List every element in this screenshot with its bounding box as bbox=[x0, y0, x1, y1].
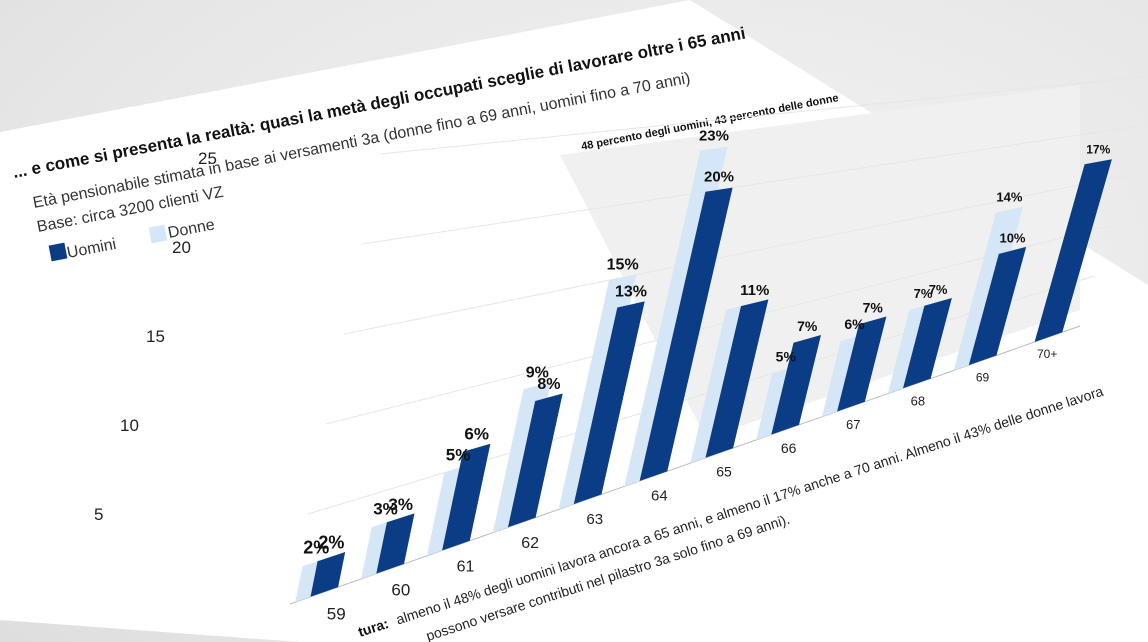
label-donne-68: 7% bbox=[914, 286, 933, 301]
x-tick-65: 65 bbox=[716, 464, 732, 480]
y-tick-15: 15 bbox=[146, 327, 165, 346]
x-tick-69: 69 bbox=[976, 371, 990, 385]
x-tick-67: 67 bbox=[846, 417, 860, 432]
label-donne-62: 9% bbox=[526, 365, 549, 382]
x-tick-61: 61 bbox=[457, 559, 475, 576]
y-tick-20: 20 bbox=[172, 238, 191, 257]
x-tick-60: 60 bbox=[391, 580, 410, 599]
label-uomini-63: 13% bbox=[615, 283, 647, 300]
label-donne-69: 14% bbox=[996, 190, 1022, 205]
y-tick-25: 25 bbox=[198, 149, 217, 168]
gridline-5 bbox=[307, 275, 1095, 515]
data-labels: 2%2%3%3%5%6%9%8%15%13%23%20%11%5%7% 6%7%7… bbox=[303, 128, 1110, 558]
bar-uomini-69 bbox=[968, 246, 1027, 366]
x-tick-59: 59 bbox=[327, 604, 346, 623]
bar-uomini-70+ bbox=[1034, 159, 1112, 342]
label-uomini-67: 7% bbox=[863, 299, 884, 315]
bar-donne-69 bbox=[953, 206, 1024, 371]
bar-uomini-64 bbox=[639, 187, 733, 481]
bar-uomini-63 bbox=[573, 301, 645, 505]
x-tick-66: 66 bbox=[781, 440, 797, 456]
label-uomini-69: 10% bbox=[999, 230, 1025, 245]
label-donne-61: 5% bbox=[446, 446, 471, 465]
bars bbox=[295, 146, 1112, 603]
y-axis: 5 10 15 20 25 bbox=[94, 149, 217, 524]
x-axis-line bbox=[289, 325, 1081, 605]
label-donne-59: 2% bbox=[303, 538, 329, 558]
gridline-25 bbox=[379, 75, 1148, 155]
label-uomini-64: 20% bbox=[704, 169, 734, 186]
bar-uomini-68 bbox=[903, 298, 952, 389]
label-uomini-66: 7% bbox=[797, 318, 818, 334]
label-donne-66: 5% bbox=[776, 348, 797, 364]
legend-swatch-donne bbox=[148, 224, 168, 244]
bar-uomini-61 bbox=[442, 443, 491, 551]
x-tick-70+: 70+ bbox=[1037, 347, 1057, 361]
x-tick-68: 68 bbox=[911, 393, 925, 408]
label-uomini-65: 11% bbox=[740, 282, 769, 299]
label-uomini-62: 8% bbox=[537, 376, 560, 393]
label-uomini-61: 6% bbox=[464, 425, 489, 444]
bar-uomini-66 bbox=[771, 335, 821, 435]
label-uomini-60: 3% bbox=[388, 495, 413, 514]
gridline-20 bbox=[361, 125, 1139, 245]
legend-swatch-uomini bbox=[48, 242, 68, 262]
grid-lines bbox=[289, 75, 1148, 605]
label-uomini-68: 7% bbox=[929, 282, 948, 297]
x-tick-63: 63 bbox=[586, 511, 603, 528]
label-uomini-70+: 17% bbox=[1086, 143, 1110, 157]
bar-uomini-60 bbox=[376, 513, 415, 574]
x-tick-64: 64 bbox=[651, 487, 668, 504]
label-uomini-59: 2% bbox=[318, 533, 344, 553]
label-donne-60: 3% bbox=[373, 500, 398, 519]
label-donne-64: 23% bbox=[699, 128, 729, 145]
x-tick-62: 62 bbox=[521, 535, 539, 552]
gridline-15 bbox=[343, 175, 1124, 335]
gridline-10 bbox=[325, 225, 1110, 425]
y-tick-10: 10 bbox=[120, 416, 139, 435]
y-tick-5: 5 bbox=[94, 505, 103, 524]
bar-uomini-59 bbox=[310, 552, 346, 597]
label-donne-63: 15% bbox=[607, 257, 639, 274]
label-donne-67: 6% bbox=[844, 316, 865, 332]
bar-uomini-65 bbox=[705, 299, 769, 458]
bar-uomini-67 bbox=[837, 316, 887, 412]
bar-uomini-62 bbox=[508, 393, 563, 528]
x-axis: 59 60 61 62 63 64 65 66 67 68 69 70+ bbox=[327, 347, 1058, 623]
